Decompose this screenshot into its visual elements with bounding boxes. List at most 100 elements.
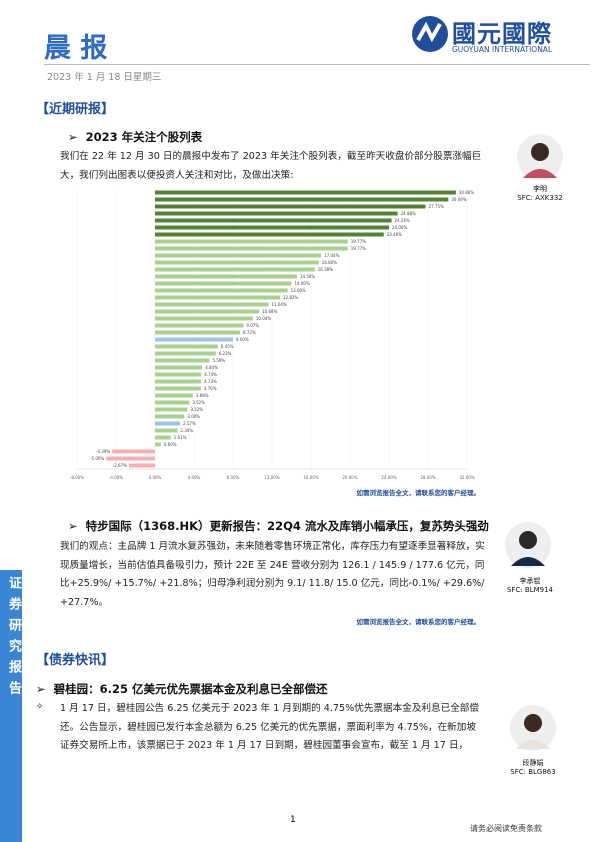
bar [155,253,322,258]
x-tick-label: 32.00% [459,475,474,480]
data-label: 23.46% [387,232,402,237]
bar [155,211,398,216]
x-tick-label: 0.00% [149,475,162,480]
data-label: 8.00% [236,337,249,342]
bar [155,239,348,244]
x-tick-label: -4.00% [109,475,123,480]
section-heading: 【债券快讯】 [36,653,115,668]
bar [155,414,185,419]
section-heading: 【近期研报】 [36,102,115,117]
bar [155,351,216,356]
bar [106,456,155,461]
analyst: 李承锟 SFC: BLM914 [495,577,565,595]
bar [155,190,456,195]
x-tick-label: -8.00% [70,475,84,480]
bar [155,365,203,370]
sidebar-text: 证券研究报告 [6,576,21,702]
data-label: 10.68% [262,309,277,314]
bar [155,337,233,342]
bar [155,309,260,314]
paragraph: 1 月 17 日，碧桂园公告 6.25 亿美元于 2023 年 1 月到期的 4… [60,703,479,751]
bar [155,316,253,321]
bar [155,428,178,433]
bar [155,323,244,328]
item-title: ➢ 特步国际（1368.HK）更新报告：22Q4 流水及库销小幅承压，复苏势头强… [68,519,489,533]
bar [155,386,201,391]
paragraph: 我们的观点：主品牌 1 月流水复苏强劲，未来随着零售环境正常化，库存压力有望逐季… [60,541,485,608]
analyst-photo [510,705,556,751]
bar [155,246,348,251]
data-label: 8.72% [243,330,256,335]
bar [112,449,155,454]
data-label: 4.70% [204,386,217,391]
note: 如需浏览报告全文，请联系您的客户经理。 [356,618,481,626]
logo-icon [412,16,448,52]
data-label: 13.60% [291,288,306,293]
bar [155,225,389,230]
bar [155,379,202,384]
item-title: ➢ 碧桂园：6.25 亿美元优先票据本金及利息已全部偿还 [36,682,328,696]
data-label: 3.00% [187,414,200,419]
data-label: 24.00% [392,225,407,230]
bar [155,330,241,335]
item-title-text: 特步国际（1368.HK）更新报告：22Q4 流水及库销小幅承压，复苏势头强劲 [85,519,489,533]
bar [155,421,181,426]
bar [155,274,297,279]
bar [155,435,171,440]
sidebar: 证券研究报告 [0,570,22,842]
bar [155,260,319,265]
page-number: 1 [290,815,296,825]
bar [155,197,449,202]
bullet: ✧ [36,702,44,712]
paragraph: 我们在 22 年 12 月 30 日的晨报中发布了 2023 年关注个股列表，截… [60,151,482,181]
x-tick-label: 20.00% [342,475,357,480]
x-tick-label: 28.00% [420,475,435,480]
analyst-name: 李明 [533,185,547,193]
data-label: 30.09% [451,197,466,202]
item-title: ➢ 2023 年关注个股列表 [68,130,203,144]
bar [155,407,188,412]
analyst-photo [505,522,551,568]
data-label: -5.00% [90,456,104,461]
analyst-sfc: SFC: BLM914 [506,586,554,594]
data-label: 19.77% [351,246,366,251]
data-label: 24.26% [395,218,410,223]
data-label: 16.80% [322,260,337,265]
bar [155,442,161,447]
note: 如需浏览报告全文，请联系您的客户经理。 [356,489,481,497]
data-label: 6.23% [219,351,232,356]
analyst: 段静娟 SFC: BLG863 [498,759,568,777]
bar [155,295,280,300]
bar [155,302,269,307]
data-label: 10.04% [256,316,271,321]
data-label: 4.74% [204,372,217,377]
bar [155,204,426,209]
bar [155,267,315,272]
logo-cn: 國元國際 [452,20,552,48]
data-label: 12.82% [283,295,298,300]
data-label: -2.67% [113,463,127,468]
logo-en: GUOYUAN INTERNATIONAL [452,45,553,54]
bar [155,393,193,398]
bar [155,372,202,377]
bar [155,358,210,363]
title: 晨 报 [44,33,108,64]
bar [155,400,190,405]
data-label: 2.57% [183,421,196,426]
analyst-name: 李承锟 [519,577,541,585]
x-tick-label: 8.00% [227,475,240,480]
item-title-text: 2023 年关注个股列表 [85,130,203,144]
data-label: 4.73% [204,379,217,384]
x-tick-label: 16.00% [303,475,318,480]
data-label: 5.59% [213,358,226,363]
data-label: 3.32% [190,407,203,412]
disclaimer: 请务必阅读免责条款 [470,824,542,833]
bar [155,288,288,293]
analyst: 李明 SFC: AXK332 [505,185,575,203]
data-label: 3.88% [196,393,209,398]
bar [155,218,392,223]
bar [155,232,384,237]
data-label: 17.04% [324,253,339,258]
bar [155,281,292,286]
data-label: 0.60% [164,442,177,447]
